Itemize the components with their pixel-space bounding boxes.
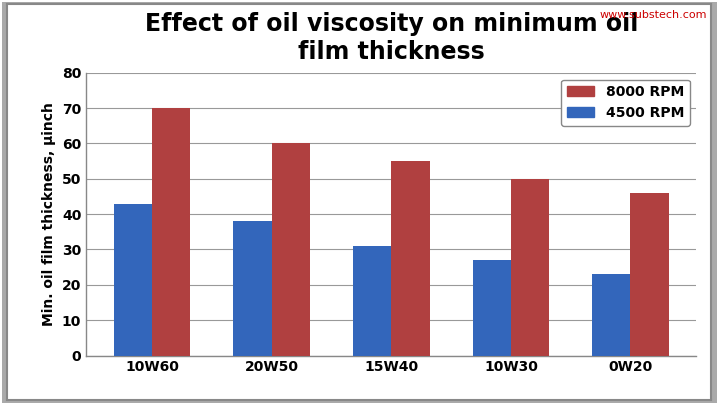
Text: www.substech.com: www.substech.com	[600, 10, 707, 20]
Legend: 8000 RPM, 4500 RPM: 8000 RPM, 4500 RPM	[561, 80, 689, 126]
Bar	[630, 193, 668, 356]
Bar	[353, 246, 391, 356]
Title: Effect of oil viscosity on minimum oil
film thickness: Effect of oil viscosity on minimum oil f…	[144, 12, 638, 64]
Bar	[391, 161, 429, 356]
Bar	[271, 143, 310, 356]
Bar	[592, 274, 630, 356]
Bar	[472, 260, 511, 356]
Bar	[511, 179, 549, 356]
Y-axis label: Min. oil film thickness, μinch: Min. oil film thickness, μinch	[42, 102, 57, 326]
Bar	[114, 204, 152, 356]
Bar	[233, 221, 271, 356]
Bar	[152, 108, 190, 356]
